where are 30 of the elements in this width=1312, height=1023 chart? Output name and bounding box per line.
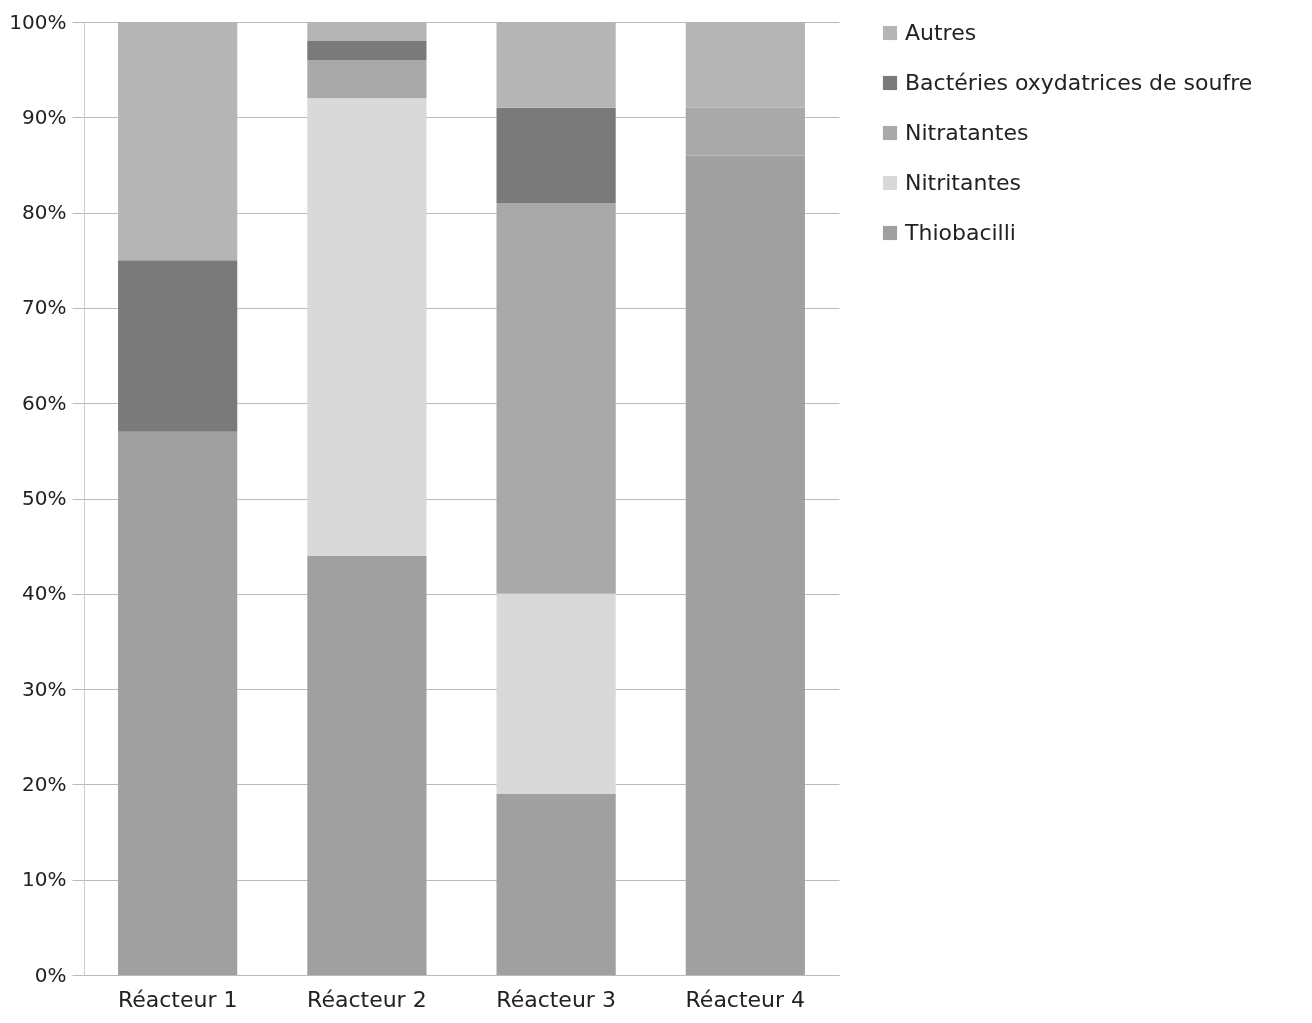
x-tick-label: Réacteur 2 [307,986,427,1012]
bar [496,107,616,204]
y-tick-label: 100% [9,9,67,34]
y-tick-label: 50% [22,486,67,510]
legend-label: Nitritantes [905,170,1022,195]
bar [496,793,616,975]
bar [496,203,616,594]
y-tick-label: 20% [22,771,67,796]
legend-label: Thiobacilli [904,220,1016,245]
bar [307,41,427,61]
y-tick-label: 80% [22,200,67,225]
y-tick-label: 30% [22,676,67,701]
y-tick-label: 60% [22,390,67,415]
y-tick-label: 70% [22,295,67,320]
bar [118,260,238,432]
bar [307,60,427,99]
y-tick-label: 90% [22,104,67,129]
legend-label: Nitratantes [905,120,1029,145]
bar [307,555,427,975]
bar [118,431,238,975]
bar [307,98,427,556]
legend-label: Autres [905,20,977,45]
y-tick-label: 40% [22,581,67,606]
legend-label: Bactéries oxydatrices de soufre [905,70,1253,95]
x-tick-label: Réacteur 1 [117,986,238,1012]
y-tick-label: 10% [22,867,67,892]
bar [496,593,616,794]
x-tick-label: Réacteur 3 [496,986,616,1012]
x-tick-label: Réacteur 4 [685,986,806,1012]
y-tick-label: 0% [34,962,67,987]
